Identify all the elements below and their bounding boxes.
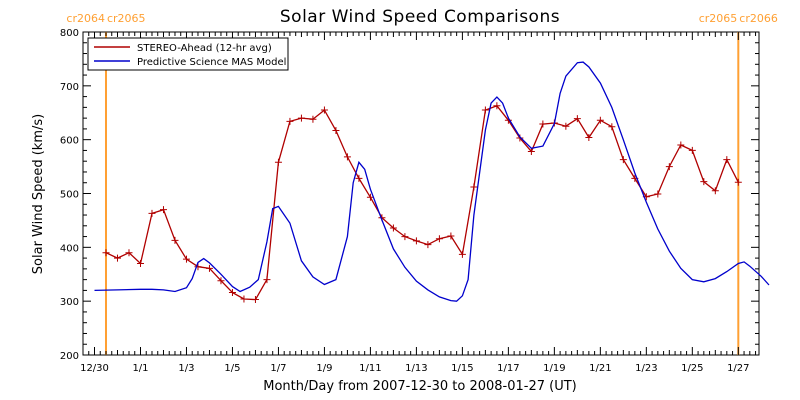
stereo-point bbox=[723, 156, 731, 164]
stereo-point bbox=[481, 106, 489, 114]
stereo-point bbox=[343, 153, 351, 161]
y-tick-label: 400 bbox=[60, 243, 79, 254]
x-tick-label: 1/1 bbox=[132, 363, 148, 374]
stereo-point bbox=[113, 254, 121, 262]
stereo-point bbox=[205, 264, 213, 272]
x-tick-label: 1/21 bbox=[589, 363, 611, 374]
y-tick-label: 200 bbox=[60, 351, 79, 362]
stereo-point bbox=[573, 115, 581, 123]
stereo-point bbox=[355, 174, 363, 182]
stereo-point bbox=[447, 232, 455, 240]
stereo-point bbox=[159, 206, 167, 214]
stereo-point bbox=[274, 158, 282, 166]
x-tick-label: 1/7 bbox=[270, 363, 286, 374]
y-tick-label: 500 bbox=[60, 190, 79, 201]
legend-label-model: Predictive Science MAS Model bbox=[137, 57, 286, 68]
carrington-label: cr2066 bbox=[739, 12, 778, 25]
carrington-label: cr2065 bbox=[699, 12, 738, 25]
stereo-point bbox=[527, 148, 535, 156]
x-tick-label: 1/13 bbox=[405, 363, 427, 374]
legend-box bbox=[87, 37, 289, 71]
stereo-point bbox=[332, 127, 340, 135]
stereo-point bbox=[136, 259, 144, 267]
stereo-point bbox=[412, 237, 420, 245]
y-axis-label: Solar Wind Speed (km/s) bbox=[31, 114, 46, 274]
x-tick-label: 1/15 bbox=[451, 363, 473, 374]
stereo-point bbox=[562, 122, 570, 130]
stereo-point bbox=[539, 120, 547, 128]
stereo-point bbox=[585, 134, 593, 142]
stereo-point bbox=[171, 236, 179, 244]
x-tick-label: 1/27 bbox=[727, 363, 749, 374]
stereo-point bbox=[711, 187, 719, 195]
stereo-point bbox=[401, 233, 409, 241]
carrington-label: cr2064 bbox=[66, 12, 105, 25]
stereo-series-line bbox=[105, 105, 739, 301]
x-tick-label: 1/17 bbox=[497, 363, 519, 374]
legend: STEREO-Ahead (12-hr avg) Predictive Scie… bbox=[87, 37, 289, 71]
x-axis: 12/30 1/1 1/3 1/5 1/7 1/9 1/11 1/13 1/15 1/17 1/19… bbox=[80, 32, 757, 374]
y-tick-label: 800 bbox=[60, 28, 79, 39]
x-tick-label: 1/25 bbox=[681, 363, 703, 374]
carrington-label: cr2065 bbox=[107, 12, 146, 25]
model-series-line bbox=[94, 61, 770, 302]
stereo-point bbox=[493, 102, 501, 110]
stereo-point bbox=[619, 156, 627, 164]
x-tick-label: 1/5 bbox=[224, 363, 240, 374]
stereo-point bbox=[228, 289, 236, 297]
x-tick-label: 12/30 bbox=[80, 363, 109, 374]
x-tick-label: 1/9 bbox=[316, 363, 332, 374]
x-axis-label: Month/Day from 2007-12-30 to 2008-01-27 … bbox=[263, 379, 576, 394]
x-tick-label: 1/11 bbox=[359, 363, 381, 374]
x-tick-label: 1/3 bbox=[178, 363, 194, 374]
stereo-point bbox=[734, 178, 742, 186]
stereo-point bbox=[263, 276, 271, 284]
stereo-point bbox=[596, 116, 604, 124]
y-tick-label: 600 bbox=[60, 136, 79, 147]
carrington-markers: cr2064 cr2065 cr2065 cr2066 bbox=[66, 12, 778, 355]
stereo-point bbox=[424, 241, 432, 249]
stereo-point bbox=[389, 224, 397, 232]
stereo-point bbox=[608, 123, 616, 131]
stereo-point bbox=[688, 146, 696, 154]
y-axis: 200 300 400 500 600 700 800 bbox=[60, 28, 759, 362]
stereo-point bbox=[217, 277, 225, 285]
stereo-point bbox=[240, 295, 248, 303]
stereo-point bbox=[297, 114, 305, 122]
stereo-point bbox=[470, 183, 478, 191]
stereo-point bbox=[251, 296, 259, 304]
chart-title: Solar Wind Speed Comparisons bbox=[280, 7, 560, 27]
y-tick-label: 700 bbox=[60, 82, 79, 93]
stereo-point bbox=[182, 255, 190, 263]
series-layer bbox=[94, 61, 770, 304]
stereo-point bbox=[286, 117, 294, 125]
stereo-point bbox=[125, 249, 133, 257]
stereo-point bbox=[677, 141, 685, 149]
stereo-point bbox=[700, 178, 708, 186]
stereo-point bbox=[320, 106, 328, 114]
legend-label-stereo: STEREO-Ahead (12-hr avg) bbox=[137, 43, 272, 54]
stereo-point bbox=[309, 115, 317, 123]
stereo-point bbox=[654, 190, 662, 198]
y-tick-label: 300 bbox=[60, 297, 79, 308]
stereo-point bbox=[665, 163, 673, 171]
stereo-point bbox=[435, 235, 443, 243]
stereo-point bbox=[458, 250, 466, 258]
x-tick-label: 1/23 bbox=[635, 363, 657, 374]
x-tick-label: 1/19 bbox=[543, 363, 565, 374]
stereo-point bbox=[102, 249, 110, 257]
stereo-point bbox=[148, 209, 156, 217]
